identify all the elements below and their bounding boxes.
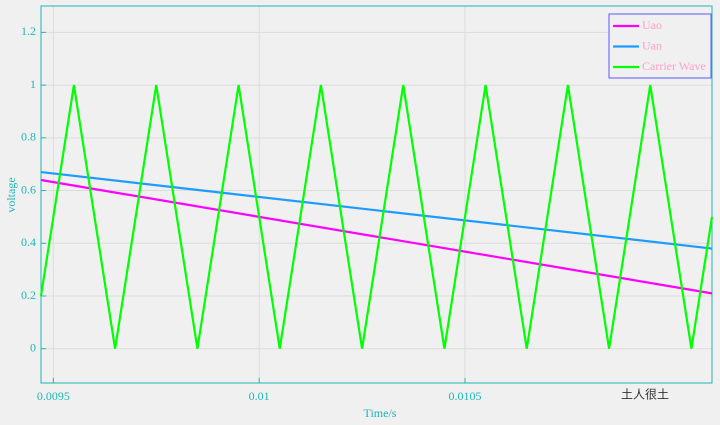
y-tick-label: 1	[30, 77, 36, 91]
legend-label: Uan	[642, 38, 662, 52]
x-tick-label: 0.0095	[37, 389, 70, 403]
legend-label: Uao	[642, 18, 662, 32]
y-tick-label: 0.2	[21, 288, 36, 302]
y-tick-label: 0.8	[21, 130, 36, 144]
y-tick-label: 0.6	[21, 182, 36, 196]
y-axis-label: voltage	[4, 177, 18, 212]
x-tick-label: 0.01	[249, 389, 270, 403]
x-tick-label: 0.0105	[449, 389, 482, 403]
watermark: 土人很土	[621, 388, 669, 402]
plot-area	[41, 6, 712, 383]
line	[40, 170, 713, 250]
axes-box	[40, 5, 713, 384]
line	[39, 84, 714, 349]
legend-label: Carrier Wave	[642, 59, 706, 73]
y-tick-label: 0.4	[21, 235, 36, 249]
x-axis-label: Time/s	[364, 406, 397, 420]
y-tick-label: 0	[30, 340, 36, 354]
y-tick-label: 1.2	[21, 24, 36, 38]
line	[40, 178, 713, 295]
